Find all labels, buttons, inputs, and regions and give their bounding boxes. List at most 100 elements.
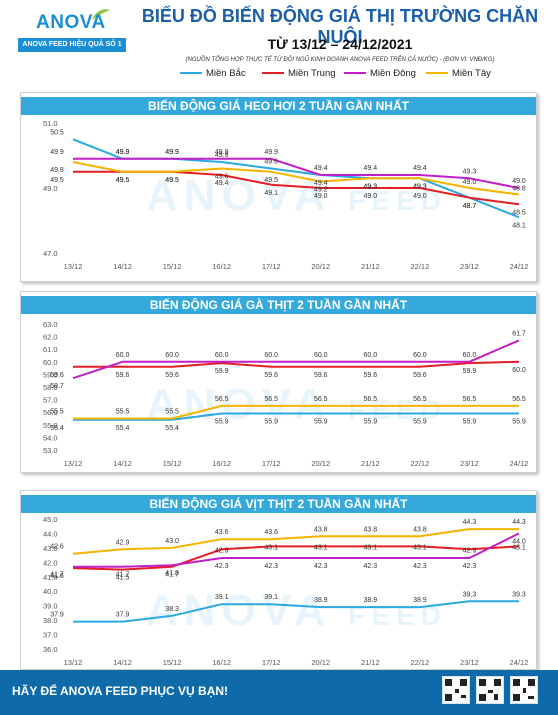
legend-item-mien-trung: Miền Trung — [262, 67, 336, 81]
data-label: 60.0 — [215, 352, 229, 359]
data-label: 43.0 — [165, 538, 179, 545]
chart-title: BIẾN ĐỘNG GIÁ VỊT THỊT 2 TUẦN GẦN NHẤT — [21, 495, 536, 513]
data-label: 49.9 — [215, 149, 229, 156]
data-label: 43.8 — [364, 526, 378, 533]
data-label: 49.9 — [116, 149, 130, 156]
data-label: 49.9 — [116, 149, 130, 156]
data-label: 58.7 — [50, 383, 64, 390]
x-tick-label: 14/12 — [113, 459, 132, 468]
data-label: 56.5 — [413, 396, 427, 403]
x-tick-label: 24/12 — [510, 459, 529, 468]
data-label: 59.6 — [50, 372, 64, 379]
legend: Miền Bắc Miền Trung Miền Đông Miền Tây — [180, 67, 540, 81]
x-tick-label: 17/12 — [262, 262, 281, 271]
data-label: 55.5 — [165, 409, 179, 416]
data-label: 60.0 — [364, 352, 378, 359]
data-label: 49.3 — [463, 168, 477, 175]
chart-svg: 47.0 49.0 51.0 13/12 14/12 15/12 16/12 17/12 20/… — [43, 119, 528, 271]
y-tick-label: 44.0 — [43, 529, 58, 538]
data-label: 37.9 — [50, 612, 64, 619]
y-tick-label: 59.0 — [43, 370, 58, 379]
data-label: 55.5 — [50, 409, 64, 416]
data-label: 59.9 — [463, 368, 477, 375]
source-note: (NGUỒN TỔNG HỢP THỰC TẾ TỪ ĐỘI NGŨ KINH … — [185, 57, 495, 63]
data-label: 55.9 — [264, 418, 278, 425]
legend-swatch — [426, 72, 448, 75]
qr-code-icon[interactable] — [510, 676, 538, 704]
data-label: 49.4 — [215, 180, 229, 187]
data-label: 55.4 — [50, 425, 64, 432]
x-tick-label: 16/12 — [212, 262, 231, 271]
date-range: TỪ 13/12 – 24/12/2021 — [267, 36, 413, 52]
data-label: 49.4 — [413, 165, 427, 172]
data-label: 56.5 — [215, 396, 229, 403]
y-tick-label: 63.0 — [43, 320, 58, 329]
x-tick-label: 23/12 — [460, 262, 479, 271]
y-tick-label: 54.0 — [43, 433, 58, 442]
data-label: 44.0 — [512, 538, 526, 545]
data-label: 41.5 — [116, 575, 130, 582]
data-label: 49.9 — [264, 149, 278, 156]
chart-title: BIẾN ĐỘNG GIÁ GÀ THỊT 2 TUẦN GẦN NHẤT — [21, 296, 536, 314]
data-label: 59.6 — [116, 372, 130, 379]
y-tick-label: 62.0 — [43, 333, 58, 342]
series-line — [72, 545, 520, 571]
data-label: 42.9 — [215, 547, 229, 554]
x-tick-label: 15/12 — [163, 262, 182, 271]
x-tick-label: 21/12 — [361, 658, 380, 667]
data-label: 49.5 — [264, 177, 278, 184]
y-tick-label: 60.0 — [43, 358, 58, 367]
y-tick-label: 36.0 — [43, 645, 58, 654]
data-label: 59.6 — [413, 372, 427, 379]
data-label: 43.1 — [264, 544, 278, 551]
data-label: 49.9 — [165, 149, 179, 156]
y-tick-label: 41.0 — [43, 573, 58, 582]
data-label: 42.3 — [215, 563, 229, 570]
logo-slogan: ANOVA FEED HIỆU QUẢ SỐ 1 — [18, 38, 126, 52]
data-label: 43.1 — [413, 544, 427, 551]
legend-label: Miền Bắc — [206, 68, 246, 79]
data-label: 49.0 — [413, 193, 427, 200]
data-label: 59.6 — [314, 372, 328, 379]
data-label: 48.7 — [463, 203, 477, 210]
x-tick-label: 20/12 — [311, 658, 330, 667]
data-label: 42.3 — [264, 563, 278, 570]
data-label: 56.5 — [463, 396, 477, 403]
data-label: 55.9 — [463, 418, 477, 425]
x-tick-label: 24/12 — [510, 658, 529, 667]
chart-panel-vit-thit: BIẾN ĐỘNG GIÁ VỊT THỊT 2 TUẦN GẦN NHẤT A… — [20, 490, 537, 670]
data-label: 42.9 — [463, 547, 477, 554]
page-title: BIỂU ĐỒ BIẾN ĐỘNG GIÁ THỊ TRƯỜNG CHĂN NU… — [141, 6, 539, 47]
x-tick-label: 17/12 — [262, 459, 281, 468]
data-label: 48.7 — [463, 203, 477, 210]
data-label: 43.1 — [314, 544, 328, 551]
qr-code-icon[interactable] — [476, 676, 504, 704]
legend-item-mien-bac: Miền Bắc — [180, 67, 246, 81]
x-tick-label: 15/12 — [163, 658, 182, 667]
y-tick-label: 49.0 — [43, 184, 58, 193]
data-label: 49.3 — [364, 183, 378, 190]
data-label: 43.8 — [314, 526, 328, 533]
x-tick-label: 20/12 — [311, 459, 330, 468]
data-label: 48.5 — [512, 209, 526, 216]
data-label: 60.0 — [116, 352, 130, 359]
data-label: 48.8 — [512, 186, 526, 193]
data-label: 59.6 — [364, 372, 378, 379]
data-label: 39.1 — [264, 594, 278, 601]
data-label: 60.0 — [512, 367, 526, 374]
data-label: 55.4 — [116, 425, 130, 432]
data-label: 41.6 — [50, 573, 64, 580]
qr-code-icon[interactable] — [442, 676, 470, 704]
data-label: 37.9 — [116, 612, 130, 619]
y-tick-label: 47.0 — [43, 249, 58, 258]
data-label: 49.4 — [364, 165, 378, 172]
watermark: ANOVA FEED — [146, 586, 447, 635]
data-label: 50.5 — [50, 129, 64, 136]
data-label: 55.4 — [165, 425, 179, 432]
data-label: 39.1 — [215, 594, 229, 601]
data-label: 49.1 — [264, 190, 278, 197]
chart-panel-heo-hoi: BIẾN ĐỘNG GIÁ HEO HƠI 2 TUẦN GẦN NHẤT AN… — [20, 92, 537, 282]
chart-svg: 36.0 37.0 38.0 39.0 40.0 41.0 42.0 43.0 44.0 45.0… — [43, 515, 529, 667]
data-label: 60.0 — [413, 352, 427, 359]
legend-label: Miền Tây — [452, 68, 491, 79]
